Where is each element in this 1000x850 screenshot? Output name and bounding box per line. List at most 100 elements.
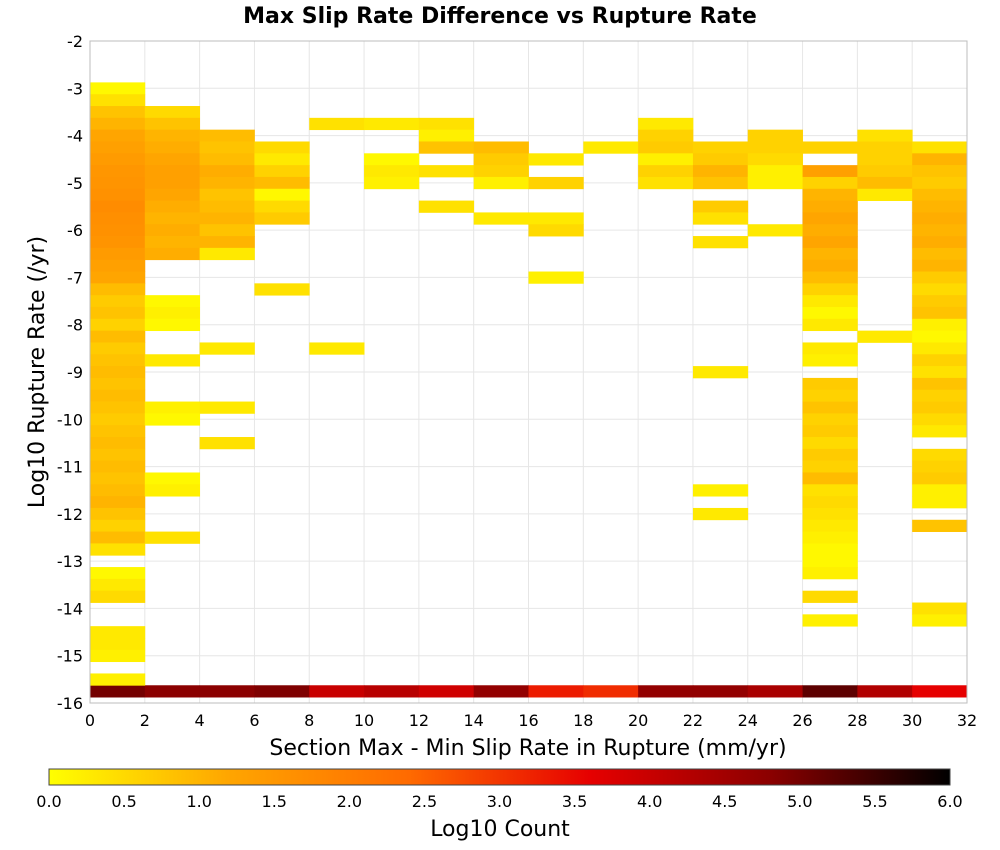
heatmap-cell — [90, 129, 146, 142]
heatmap-cell — [912, 425, 968, 438]
heatmap-cell — [254, 176, 310, 190]
heatmap-cell — [912, 460, 968, 473]
heatmap-cell — [90, 318, 146, 332]
heatmap-cell — [857, 141, 913, 154]
colorbar-label: Log10 Count — [430, 817, 570, 842]
heatmap-cell — [90, 295, 146, 308]
x-tick-label: 16 — [518, 711, 538, 730]
heatmap-cell — [912, 306, 968, 320]
heatmap-cell — [144, 401, 201, 414]
heatmap-cell — [144, 472, 201, 485]
heatmap-cell — [583, 141, 639, 154]
heatmap-cell — [692, 153, 749, 166]
colorbar-tick-label: 2.0 — [337, 792, 362, 811]
y-tick-label: -15 — [57, 647, 83, 666]
x-tick-label: 10 — [354, 711, 374, 730]
heatmap-cell — [912, 685, 968, 698]
heatmap-cell — [802, 519, 858, 532]
x-tick-label: 14 — [464, 711, 484, 730]
heatmap-cell — [90, 437, 146, 450]
heatmap-cell — [90, 531, 146, 544]
heatmap-cell — [90, 425, 146, 438]
heatmap-cell — [692, 212, 749, 225]
heatmap-cell — [857, 330, 913, 343]
heatmap-cell — [692, 484, 749, 497]
heatmap-cell — [802, 507, 858, 521]
heatmap-cell — [638, 141, 694, 154]
y-tick-label: -5 — [67, 174, 83, 193]
heatmap-cell — [857, 685, 913, 698]
heatmap-cell — [857, 176, 913, 190]
y-tick-label: -11 — [57, 458, 83, 477]
heatmap-cell — [254, 188, 310, 201]
heatmap-cell — [199, 141, 255, 154]
heatmap-cell — [90, 141, 146, 154]
y-tick-label: -16 — [57, 694, 83, 713]
heatmap-cell — [802, 437, 858, 450]
heatmap-cell — [199, 437, 255, 450]
heatmap-cell — [802, 413, 858, 426]
heatmap-cell — [90, 283, 146, 296]
heatmap-cell — [528, 212, 584, 225]
colorbar-tick-label: 4.0 — [637, 792, 662, 811]
heatmap-cell — [802, 188, 858, 201]
heatmap-cell — [90, 448, 146, 462]
heatmap-cell — [90, 212, 146, 225]
x-tick-label: 26 — [792, 711, 812, 730]
heatmap-cell — [144, 153, 201, 166]
heatmap-cells — [90, 82, 968, 698]
heatmap-cell — [199, 200, 255, 213]
heatmap-cell — [692, 176, 749, 190]
y-tick-label: -3 — [67, 79, 83, 98]
heatmap-cell — [473, 176, 529, 190]
heatmap-cell — [90, 543, 146, 556]
heatmap-cell — [144, 236, 201, 249]
heatmap-cell — [90, 484, 146, 497]
x-tick-label: 4 — [195, 711, 205, 730]
heatmap-cell — [418, 685, 475, 698]
heatmap-cell — [912, 389, 968, 402]
heatmap-cell — [90, 271, 146, 284]
x-tick-label: 28 — [847, 711, 867, 730]
colorbar-tick-label: 2.5 — [412, 792, 437, 811]
plot-border — [89, 40, 968, 704]
heatmap-cell — [912, 236, 968, 249]
colorbar-tick-label: 0.0 — [36, 792, 61, 811]
heatmap-cell — [912, 342, 968, 355]
heatmap-cell — [912, 318, 968, 332]
heatmap-cell — [90, 519, 146, 532]
colorbar-tick-label: 1.0 — [186, 792, 211, 811]
heatmap-cell — [857, 153, 913, 166]
y-tick-label: -10 — [57, 410, 83, 429]
heatmap-cell — [144, 117, 201, 131]
heatmap-cell — [199, 342, 255, 355]
heatmap-cell — [528, 153, 584, 166]
x-axis-label: Section Max - Min Slip Rate in Rupture (… — [269, 736, 786, 761]
heatmap-cell — [144, 531, 201, 544]
y-tick-label: -8 — [67, 316, 83, 335]
heatmap-cell — [802, 176, 858, 190]
heatmap-cell — [638, 129, 694, 142]
heatmap-cell — [802, 165, 858, 178]
heatmap-cell — [912, 484, 968, 497]
heatmap-cell — [90, 236, 146, 249]
heatmap-cell — [90, 578, 146, 592]
heatmap-cell — [802, 685, 858, 698]
heatmap-cell — [418, 117, 475, 131]
heatmap-cell — [90, 389, 146, 402]
heatmap-cell — [473, 165, 529, 178]
heatmap-cell — [802, 543, 858, 556]
heatmap-cell — [857, 188, 913, 201]
y-tick-label: -9 — [67, 363, 83, 382]
heatmap-cell — [912, 472, 968, 485]
heatmap-cell — [802, 306, 858, 320]
heatmap-cell — [144, 188, 201, 201]
y-tick-label: -6 — [67, 221, 83, 240]
heatmap-cell — [144, 484, 201, 497]
heatmap-cell — [418, 141, 475, 154]
heatmap-cell — [802, 448, 858, 462]
heatmap-cell — [692, 366, 749, 379]
heatmap-cell — [144, 224, 201, 237]
heatmap-cell — [418, 129, 475, 142]
heatmap-cell — [912, 271, 968, 284]
